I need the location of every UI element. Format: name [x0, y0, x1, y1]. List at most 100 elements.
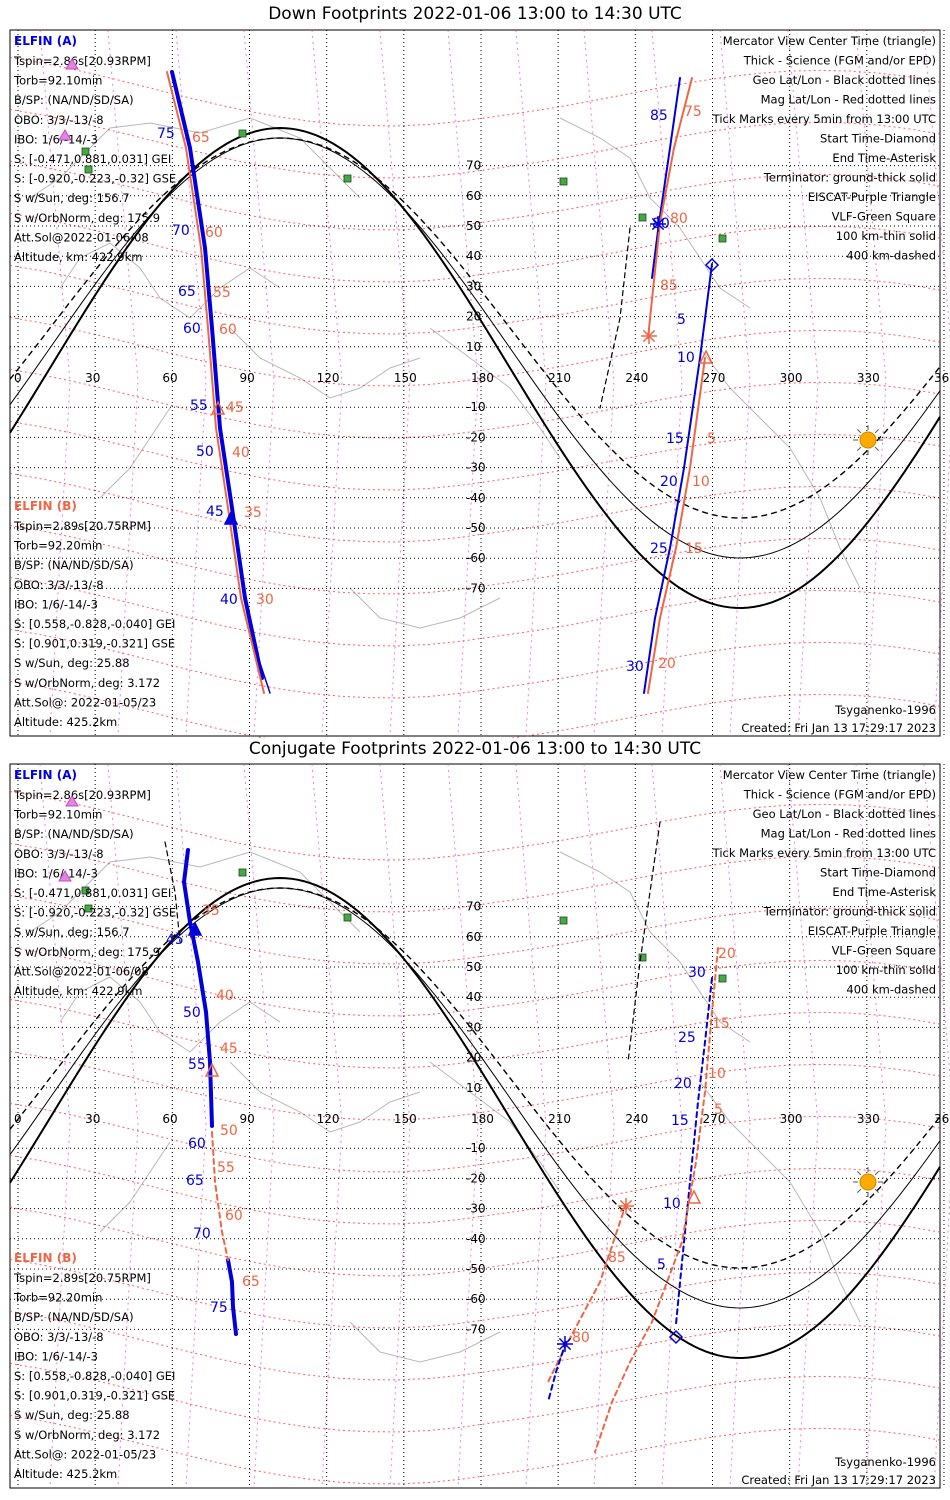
lat-tick-label: 70: [466, 159, 481, 173]
mag-lon-line: [515, 29, 547, 737]
mag-lat-line: [9, 160, 941, 231]
elfin-a-info-line: S w/OrbNorm, deg: 175.9: [14, 211, 160, 225]
elfin-b-info-line: S w/Sun, deg: 25.88: [14, 1408, 130, 1422]
mag-lon-line: [923, 29, 950, 737]
elfin-a-tick-label: 75: [210, 1300, 228, 1316]
eiscat-triangle-icon: [58, 870, 72, 882]
coastline: [349, 587, 501, 629]
elfin-b-tick-label: 65: [242, 1274, 260, 1290]
elfin-a-tick-label: 70: [193, 1226, 211, 1242]
mag-lon-line: [515, 763, 547, 1489]
coastline: [99, 407, 171, 499]
elfin-b-tick-label: 40: [232, 445, 250, 461]
map-frame: [9, 763, 941, 1489]
coastline: [429, 1061, 561, 1193]
vlf-square-icon: [84, 165, 93, 174]
elfin-a-info-line: S: [-0.471,0.881,0.031] GEI: [14, 886, 171, 900]
mag-lat-line: [9, 1050, 941, 1121]
lon-tick-label: 270: [702, 371, 725, 385]
mag-lat-line: [9, 628, 941, 699]
elfin-b-tick-label: 75: [684, 104, 702, 120]
elfin-a-tick-label: 65: [186, 1173, 204, 1189]
elfin-b-tick-label: 80: [572, 1330, 590, 1346]
eiscat-triangle-icon: [58, 129, 72, 141]
elfin-b-info-line: S: [0.558,-0.828,-0.040] GEI: [14, 1369, 175, 1383]
lat-tick-label: -50: [466, 1262, 486, 1276]
lat-tick-label: 60: [466, 189, 481, 203]
lat-tick-label: 10: [466, 340, 481, 354]
elfin-b-info-line: Altitude: 425.2km: [14, 1467, 117, 1481]
legend-item: 100 km-thin solid: [836, 963, 936, 977]
lon-tick-label: 90: [239, 1112, 254, 1126]
elfin-a-track-east-top: [651, 77, 681, 279]
mag-lat-line: [9, 212, 941, 283]
elfin-a-info-line: B/SP: (NA/ND/SD/SA): [14, 93, 134, 107]
lon-tick-label: 30: [85, 371, 100, 385]
lat-tick-label: 20: [466, 310, 481, 324]
mag-lon-line: [379, 29, 411, 737]
lon-tick-label: 210: [548, 1112, 571, 1126]
elfin-a-tick-label: 25: [650, 541, 668, 557]
elfin-a-header: ELFIN (A): [14, 768, 77, 782]
vlf-square-icon: [81, 886, 90, 895]
elfin-b-track-dashed: [211, 1131, 229, 1261]
mag-lat-line: [9, 368, 941, 439]
mag-lat-line: [9, 56, 941, 127]
elfin-a-tick-label: 10: [677, 350, 695, 366]
elfin-a-info-line: Tspin=2.86s[20.93RPM]: [13, 54, 151, 68]
elfin-a-tick-label: 15: [666, 431, 684, 447]
legend-item: End Time-Asterisk: [832, 885, 936, 899]
elfin-a-track-east: [643, 263, 713, 694]
coastline: [699, 1081, 861, 1323]
coastline: [229, 1061, 421, 1133]
legend-item: Tick Marks every 5min from 13:00 UTC: [712, 112, 936, 126]
elfin-b-tick-label: 85: [608, 1250, 626, 1266]
elfin-a-info-line: S w/Sun, deg: 156.7: [14, 925, 130, 939]
elfin-a-track-thin: [244, 597, 271, 694]
lon-tick-label: 270: [702, 1112, 725, 1126]
mag-lon-line: [855, 29, 887, 737]
elfin-a-info-line: Altitude, km: 422.9km: [14, 984, 142, 998]
center-time-triangle-icon: [698, 349, 714, 364]
start-diamond-icon: [668, 1329, 684, 1345]
mag-lat-line: [9, 576, 941, 647]
legend-item: 100 km-thin solid: [836, 229, 936, 243]
center-time-triangle-icon: [187, 921, 203, 936]
legend-item: Terminator: ground-thick solid: [763, 905, 936, 919]
lon-tick-label: 300: [780, 1112, 803, 1126]
elfin-b-header: ELFIN (B): [14, 499, 77, 513]
lon-tick-label: 360: [934, 371, 950, 385]
elfin-b-info-line: S: [0.558,-0.828,-0.040] GEI: [14, 617, 175, 631]
elfin-a-info-line: IBO: 1/6/-14/-3: [14, 132, 98, 146]
mag-lon-line: [719, 29, 751, 737]
vlf-square-icon: [238, 129, 247, 138]
vlf-square-icon: [84, 904, 93, 913]
sun-ray: [874, 1188, 879, 1193]
elfin-a-info-line: S: [-0.920,-0.223,-0.32] GSE: [14, 906, 176, 920]
elfin-b-info-line: Att.Sol@: 2022-01-05/23: [14, 695, 156, 709]
elfin-b-tick-label: 5: [714, 1102, 723, 1118]
sun-ray: [857, 429, 862, 434]
elfin-b-tick-label: 60: [205, 225, 223, 241]
elfin-b-info-line: Altitude: 425.2km: [14, 715, 117, 729]
elfin-b-tick-label: 55: [213, 285, 231, 301]
terminator-curve: [9, 887, 941, 1269]
elfin-b-tick-label: 10: [708, 1066, 726, 1082]
mag-lon-line: [855, 763, 887, 1489]
sun-ray: [857, 1188, 862, 1193]
elfin-b-tick-label: 20: [718, 946, 736, 962]
vlf-square-icon: [343, 174, 352, 183]
elfin-b-track-east-2: [547, 1203, 627, 1383]
mag-lon-line: [243, 763, 275, 1489]
elfin-a-tick-label: 40: [220, 592, 238, 608]
elfin-b-info-line: Att.Sol@: 2022-01-05/23: [14, 1447, 156, 1461]
elfin-b-tick-label: 40: [216, 988, 234, 1004]
lat-tick-label: 60: [466, 930, 481, 944]
terminator-curve: [9, 137, 941, 559]
elfin-b-tick-label: 35: [244, 505, 262, 521]
mag-lon-line: [107, 763, 139, 1489]
mag-lon-line: [447, 763, 479, 1489]
sun-ray: [857, 1171, 862, 1176]
legend-item: VLF-Green Square: [832, 210, 936, 224]
elfin-b-info-line: IBO: 1/6/-14/-3: [14, 1349, 98, 1363]
